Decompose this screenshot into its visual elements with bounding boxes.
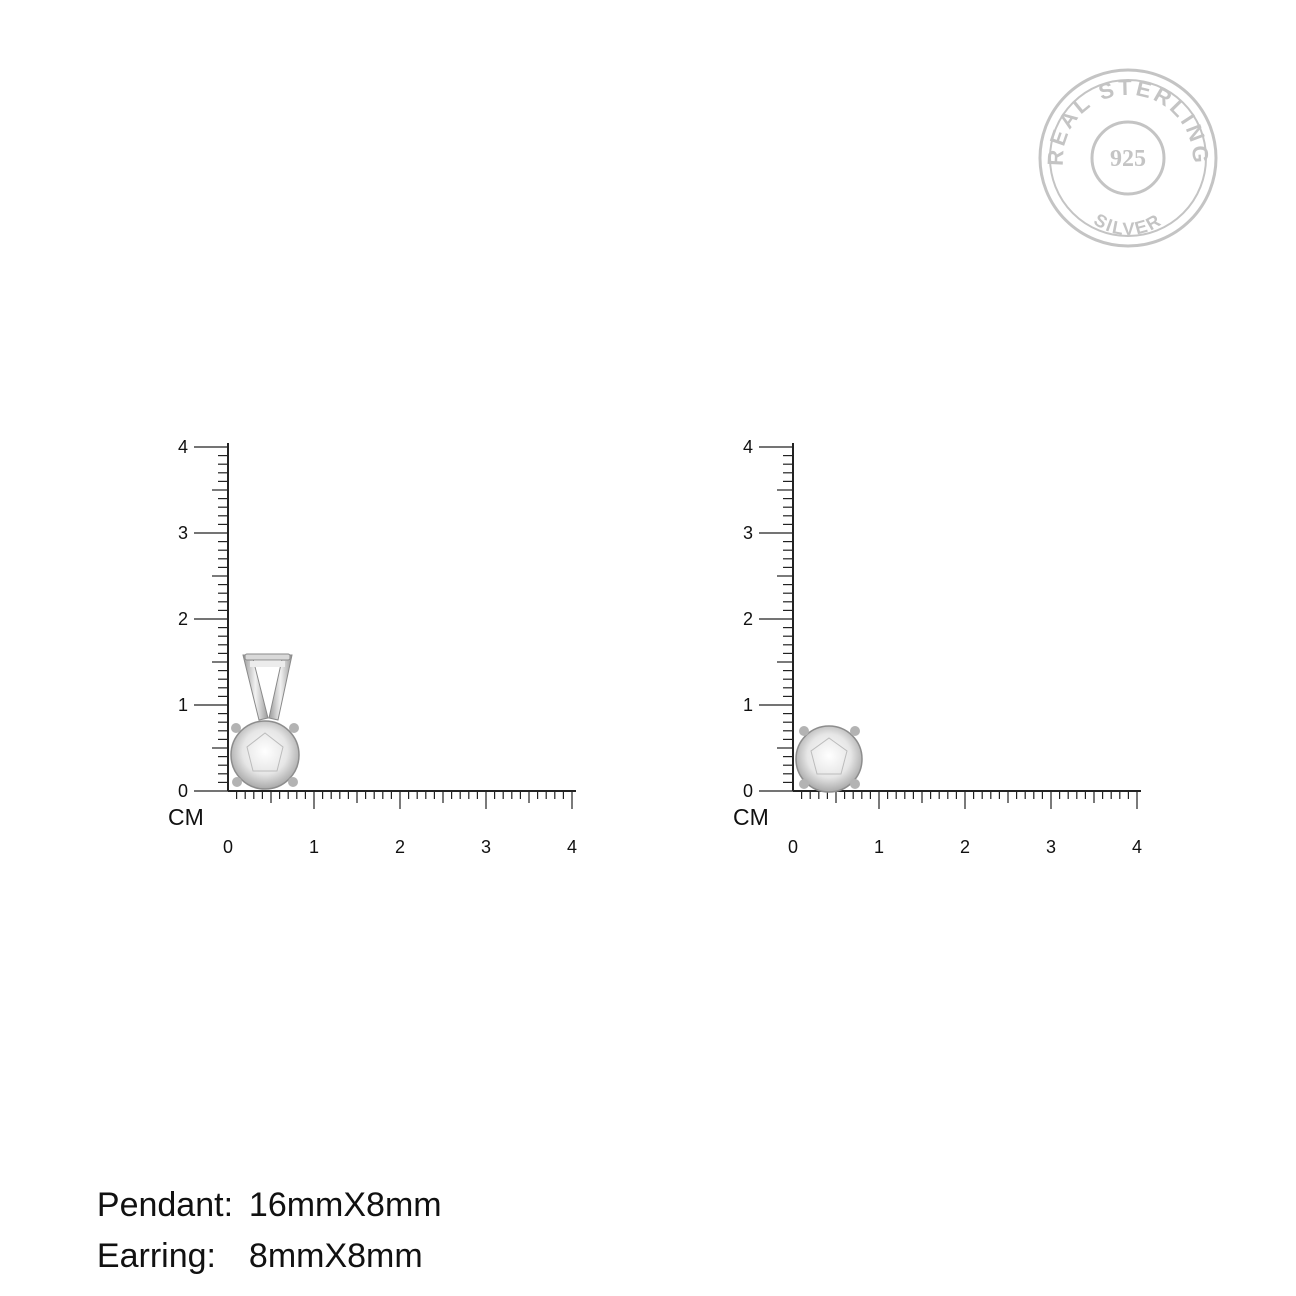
pendant-spec-value: 16mmX8mm	[248, 1186, 442, 1224]
y-tick-label: 2	[743, 609, 753, 629]
x-tick-label: 0	[223, 837, 233, 857]
earring-spec-label: Earring:	[96, 1237, 216, 1275]
y-tick-label: 2	[178, 609, 188, 629]
y-tick-label: 0	[178, 781, 188, 801]
y-tick-label: 1	[743, 695, 753, 715]
x-tick-label: 2	[960, 837, 970, 857]
seal-bottom-text: SILVER	[1090, 210, 1165, 240]
earring-size-spec: Earring: 8mmX8mm	[78, 1198, 423, 1276]
y-tick-label: 4	[178, 437, 188, 457]
y-tick-label: 1	[178, 695, 188, 715]
x-tick-label: 3	[481, 837, 491, 857]
earring-size-ruler: CM 0 1 2 3 4 0 1 2 3 4	[733, 437, 1142, 857]
y-tick-label: 0	[743, 781, 753, 801]
earring-spec-value: 8mmX8mm	[248, 1237, 423, 1275]
y-tick-label: 3	[178, 523, 188, 543]
pendant-spec-label: Pendant:	[96, 1186, 234, 1224]
pendant-size-ruler: CM 0 1 2 3 4 0 1 2 3 4	[168, 437, 577, 857]
x-tick-label: 2	[395, 837, 405, 857]
x-tick-label: 1	[309, 837, 319, 857]
x-tick-label: 1	[874, 837, 884, 857]
x-tick-label: 4	[567, 837, 577, 857]
pendant-photo	[230, 653, 300, 790]
sterling-silver-seal: REAL STERLING 925 SILVER	[1038, 68, 1218, 248]
y-tick-label: 4	[743, 437, 753, 457]
x-tick-label: 3	[1046, 837, 1056, 857]
x-tick-label: 0	[788, 837, 798, 857]
x-tick-label: 4	[1132, 837, 1142, 857]
pendant-size-spec: Pendant: 16mmX8mm	[78, 1147, 442, 1225]
earring-photo	[795, 725, 863, 793]
ruler-unit-label: CM	[168, 804, 204, 830]
ruler-unit-label: CM	[733, 804, 769, 830]
seal-center-text: 925	[1110, 146, 1146, 172]
y-tick-label: 3	[743, 523, 753, 543]
